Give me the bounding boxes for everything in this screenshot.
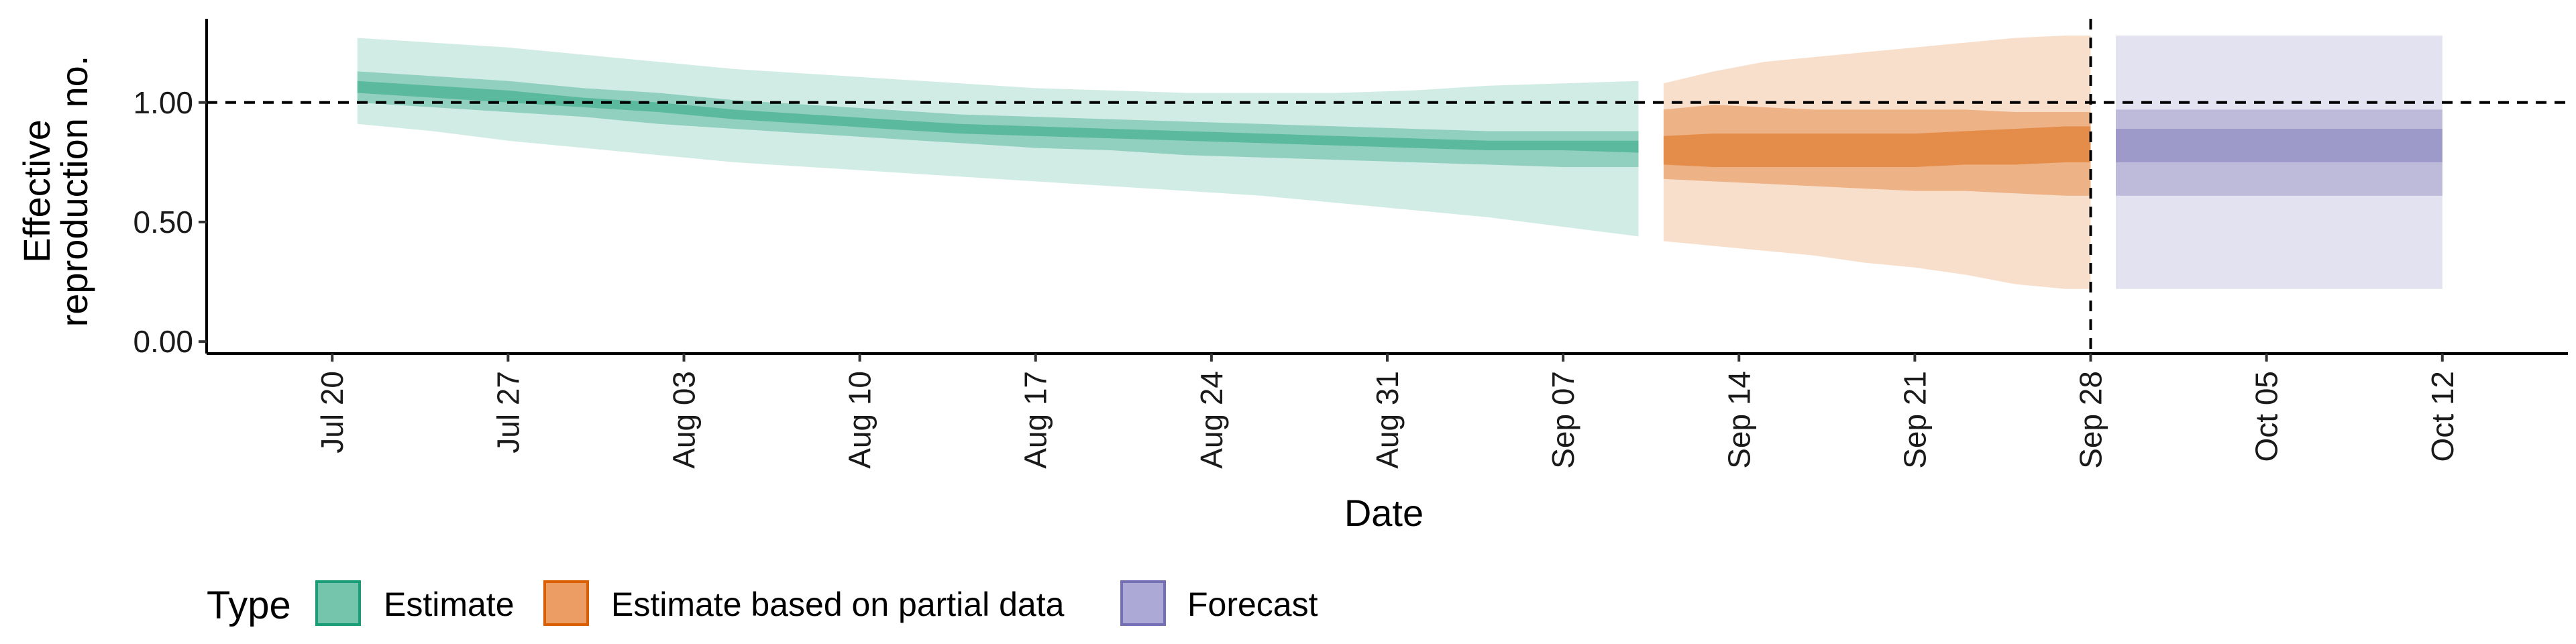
band-forecast-50 xyxy=(2116,109,2443,196)
legend-label-estimate: Estimate xyxy=(384,586,515,623)
y-tick-label: 0.50 xyxy=(133,205,193,239)
band-estimate-20 xyxy=(357,80,1639,153)
legend-key-partial xyxy=(543,580,589,626)
band-estimate-based-on-partial-data-50 xyxy=(1663,105,2091,196)
y-axis-title-line-2: reproduction no. xyxy=(53,56,95,327)
band-estimate-based-on-partial-data-20 xyxy=(1663,126,2091,167)
x-tick-label: Sep 28 xyxy=(2074,371,2108,469)
legend-key-estimate xyxy=(315,580,361,626)
band-estimate-50 xyxy=(357,71,1639,168)
axes xyxy=(199,19,2568,362)
x-tick-label: Jul 27 xyxy=(490,371,525,453)
bands-layer xyxy=(357,36,2443,289)
legend-title: Type xyxy=(207,584,291,627)
x-tick-label: Aug 17 xyxy=(1018,371,1053,469)
x-tick-label: Sep 14 xyxy=(1721,371,1756,469)
y-tick-label: 0.00 xyxy=(133,324,193,359)
band-estimate-based-on-partial-data-90 xyxy=(1663,36,2091,289)
x-axis-title: Date xyxy=(1344,492,1424,534)
legend-label-forecast: Forecast xyxy=(1187,586,1318,623)
legend-label-partial: Estimate based on partial data xyxy=(611,586,1065,623)
x-tick-label: Sep 21 xyxy=(1897,371,1932,469)
y-tick-label: 1.00 xyxy=(133,85,193,120)
tick-labels: 0.00 0.50 1.00 Jul 20 Jul 27 Aug 03 Aug 10 Aug … xyxy=(133,85,2459,469)
legend-key-forecast xyxy=(1120,580,1166,626)
x-tick-label: Aug 03 xyxy=(666,371,701,469)
band-estimate-90 xyxy=(357,38,1639,237)
x-tick-label: Aug 10 xyxy=(843,371,877,469)
x-tick-label: Aug 31 xyxy=(1370,371,1405,469)
band-forecast-90 xyxy=(2116,36,2443,289)
band-forecast-20 xyxy=(2116,129,2443,162)
x-tick-label: Jul 20 xyxy=(315,371,350,453)
y-axis-title-line-1: Effective xyxy=(15,119,58,263)
x-tick-label: Aug 24 xyxy=(1194,371,1229,469)
x-tick-label: Oct 05 xyxy=(2249,371,2284,462)
x-tick-label: Sep 07 xyxy=(1546,371,1580,469)
x-tick-label: Oct 12 xyxy=(2425,371,2460,462)
legend: Type Estimate Estimate based on partial … xyxy=(207,580,1318,627)
